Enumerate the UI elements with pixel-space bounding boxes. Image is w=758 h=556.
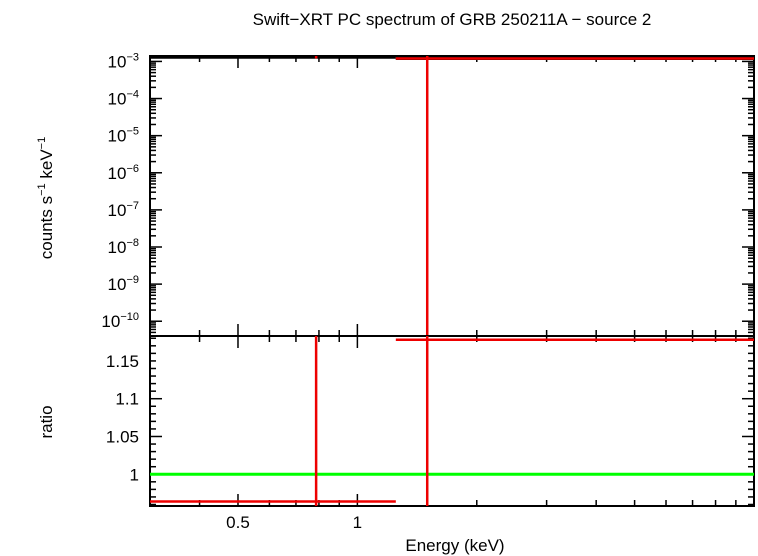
- y-tick-label: 10−4: [108, 89, 139, 109]
- y-tick-label: 10−6: [108, 163, 139, 183]
- ratio-x-ticks: [149, 336, 755, 506]
- x-axis-label: Energy (keV): [405, 536, 504, 555]
- chart-title: Swift−XRT PC spectrum of GRB 250211A − s…: [253, 10, 652, 29]
- ratio-y-ticks: 1 1.05 1.1 1.15: [106, 337, 754, 506]
- y-tick-label: 1.05: [106, 427, 139, 446]
- y-tick-label: 10−7: [108, 200, 139, 220]
- y-tick-label: 1.15: [106, 352, 139, 371]
- x-tick-label: 1: [353, 513, 362, 532]
- y-tick-label: 10−10: [101, 311, 139, 331]
- spectrum-panel: 10−3 10−4 10−5 10−6 10−7 10−8 10−9 10−10 counts…: [36, 51, 755, 337]
- spectrum-x-ticks: [149, 56, 755, 336]
- ratio-panel: 1 1.05 1.1 1.15 ratio: [37, 335, 755, 507]
- y-tick-label: 1: [130, 465, 139, 484]
- spectrum-y-label: counts s−1 keV−1: [36, 137, 56, 259]
- spectrum-frame: [149, 55, 755, 337]
- ratio-frame: [149, 335, 755, 507]
- y-tick-label: 10−9: [108, 274, 139, 294]
- y-tick-label: 1.1: [115, 390, 139, 409]
- x-tick-labels: 0.5 1: [226, 513, 362, 532]
- y-tick-label: 10−8: [108, 237, 139, 257]
- ratio-y-label: ratio: [37, 405, 56, 438]
- spectrum-data: [314, 56, 754, 336]
- y-tick-label: 10−3: [108, 51, 139, 71]
- y-tick-label: 10−5: [108, 126, 139, 146]
- spectrum-y-ticks: 10−3 10−4 10−5 10−6 10−7 10−8 10−9 10−10: [101, 51, 754, 337]
- ratio-data: [150, 336, 754, 506]
- x-tick-label: 0.5: [226, 513, 250, 532]
